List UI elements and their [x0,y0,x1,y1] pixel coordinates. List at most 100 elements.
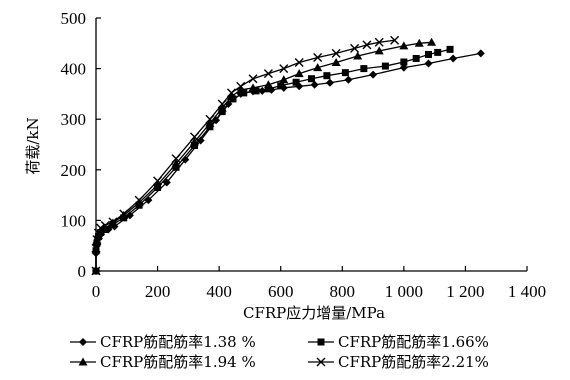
legend-marker-square [317,338,325,346]
data-point-x [313,52,323,62]
data-point-square [172,163,180,171]
legend-item: CFRP筋配筋率1.94 % [70,353,256,371]
legend-label: CFRP筋配筋率1.66% [338,333,489,351]
series-4 [91,35,400,276]
y-tick-label: 0 [78,262,87,281]
data-point-square [218,108,226,116]
data-point-triangle [205,118,215,127]
data-point-x [294,58,304,68]
data-point-x [248,74,258,84]
data-point-triangle [427,37,437,46]
x-tick-label: 200 [145,282,171,301]
legend-item: CFRP筋配筋率1.38 % [70,333,256,351]
data-point-x [279,64,289,74]
data-point-diamond [310,80,319,89]
data-point-diamond [449,54,458,63]
data-point-square [292,78,300,86]
data-point-x [92,235,102,245]
data-point-diamond [424,59,433,68]
data-point-square [412,54,420,62]
data-point-square [191,142,199,150]
axes [95,18,527,272]
data-point-diamond [476,49,485,58]
data-point-x [350,43,360,53]
data-point-triangle [294,69,304,78]
x-tick-label: 1 200 [446,282,484,301]
ticks: 0 100 200 300 400 500 0 200 400 600 800 1 000 1 200 1… [61,9,547,301]
data-point-x [362,40,372,50]
x-axis-title: CFRP应力增量/MPa [243,304,385,322]
data-point-square [424,50,432,58]
y-axis-title: 荷载/kN [24,117,42,174]
data-point-triangle [217,103,227,112]
data-point-triangle [279,75,289,84]
series-layer [91,35,485,276]
series-line [95,39,395,271]
data-point-triangle [134,198,144,207]
data-point-x [263,69,273,79]
data-point-diamond [181,155,190,164]
data-point-x [153,176,163,186]
data-point-triangle [263,80,273,89]
data-point-x [226,88,236,98]
data-point-triangle [353,51,363,60]
data-point-x [171,154,181,164]
data-point-square [277,82,285,90]
legend-item: CFRP筋配筋率1.66% [308,333,489,351]
data-point-x [205,114,215,124]
legend: CFRP筋配筋率1.38 % CFRP筋配筋率1.66% CFRP筋配筋率1.94 … [70,333,489,371]
y-tick-label: 200 [61,161,87,180]
series-1 [92,49,485,275]
data-point-square [446,45,454,53]
data-point-x [108,217,118,227]
data-point-x [100,220,110,230]
data-point-x [91,266,101,276]
series-2 [92,45,454,275]
data-point-square [400,58,408,66]
data-point-square [360,65,368,73]
data-point-triangle [374,46,384,55]
data-point-triangle [313,63,323,72]
data-point-triangle [171,159,181,168]
data-point-x [93,228,103,238]
data-point-triangle [226,91,236,100]
legend-label: CFRP筋配筋率2.21% [338,353,489,371]
data-point-triangle [248,83,258,92]
y-tick-label: 100 [61,211,87,230]
data-point-x [134,195,144,205]
data-point-diamond [344,75,353,84]
legend-marker-triangle [78,357,88,366]
y-tick-label: 500 [61,9,87,28]
series-3 [91,37,437,275]
data-point-square [264,85,272,93]
y-tick-label: 400 [61,60,87,79]
data-point-square [341,69,349,77]
data-point-x [236,81,246,91]
legend-label: CFRP筋配筋率1.38 % [100,333,256,351]
series-line [95,41,432,271]
x-tick-label: 400 [206,282,232,301]
x-tick-label: 1 400 [508,282,546,301]
x-tick-label: 800 [330,282,356,301]
data-point-triangle [190,137,200,146]
data-point-triangle [153,180,163,189]
data-point-triangle [236,85,246,94]
data-point-square [206,123,214,131]
data-point-x [390,35,400,45]
data-point-x [217,99,227,109]
data-point-square [381,62,389,70]
data-point-diamond [369,70,378,79]
data-point-x [91,243,101,253]
series-line [95,52,481,271]
legend-marker-diamond [79,338,87,346]
data-point-x [96,223,106,233]
data-point-diamond [325,78,334,87]
data-point-diamond [196,136,205,145]
x-tick-label: 0 [92,282,101,301]
data-point-triangle [414,38,424,47]
legend-item: CFRP筋配筋率2.21% [308,353,489,371]
data-point-x [374,37,384,47]
data-point-square [308,75,315,83]
legend-label: CFRP筋配筋率1.94 % [100,353,256,371]
